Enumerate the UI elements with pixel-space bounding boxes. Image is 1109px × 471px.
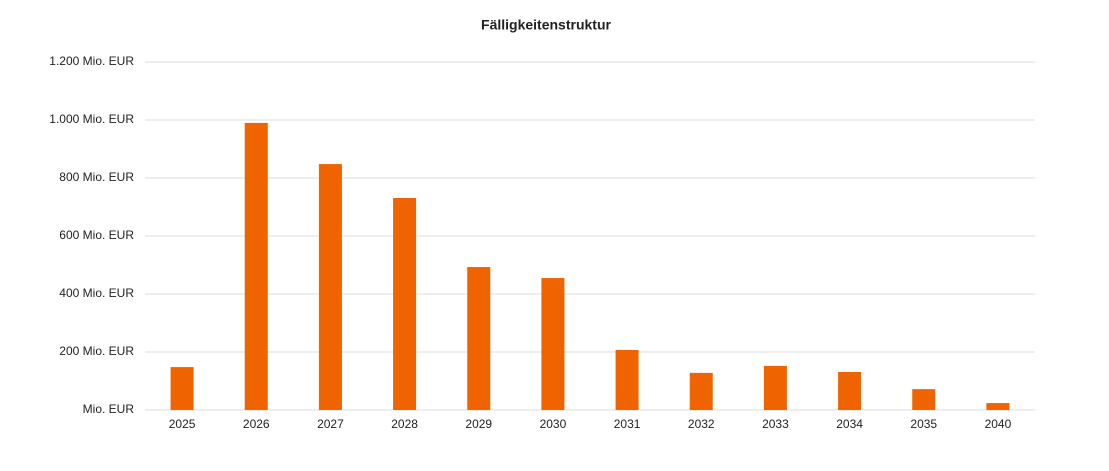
x-tick-label: 2029 xyxy=(465,417,492,431)
y-tick-label: 800 Mio. EUR xyxy=(59,170,134,184)
x-tick-label: 2030 xyxy=(540,417,567,431)
x-tick-label: 2032 xyxy=(688,417,715,431)
x-tick-label: 2025 xyxy=(169,417,196,431)
chart-title: Fälligkeitenstruktur xyxy=(481,17,611,33)
x-tick-label: 2034 xyxy=(836,417,863,431)
y-tick-label: 400 Mio. EUR xyxy=(59,286,134,300)
bar xyxy=(986,403,1010,410)
bar xyxy=(838,372,862,410)
bar xyxy=(467,267,491,410)
x-tick-label: 2040 xyxy=(985,417,1012,431)
y-tick-label: 1.000 Mio. EUR xyxy=(49,112,134,126)
x-tick-label: 2027 xyxy=(317,417,344,431)
bar xyxy=(763,365,787,410)
bar xyxy=(318,164,342,410)
bar xyxy=(244,122,268,411)
y-tick-label: 600 Mio. EUR xyxy=(59,228,134,242)
bar xyxy=(615,349,639,410)
x-tick-label: 2033 xyxy=(762,417,789,431)
x-tick-label: 2031 xyxy=(614,417,641,431)
bar xyxy=(541,278,565,410)
x-tick-label: 2028 xyxy=(391,417,418,431)
y-tick-label: 200 Mio. EUR xyxy=(59,344,134,358)
x-tick-label: 2026 xyxy=(243,417,270,431)
x-tick-label: 2035 xyxy=(910,417,937,431)
y-tick-label: Mio. EUR xyxy=(83,402,135,416)
y-tick-label: 1.200 Mio. EUR xyxy=(49,54,134,68)
bar xyxy=(912,389,936,410)
bar xyxy=(689,372,713,410)
bar xyxy=(393,198,417,410)
bar xyxy=(170,367,194,410)
